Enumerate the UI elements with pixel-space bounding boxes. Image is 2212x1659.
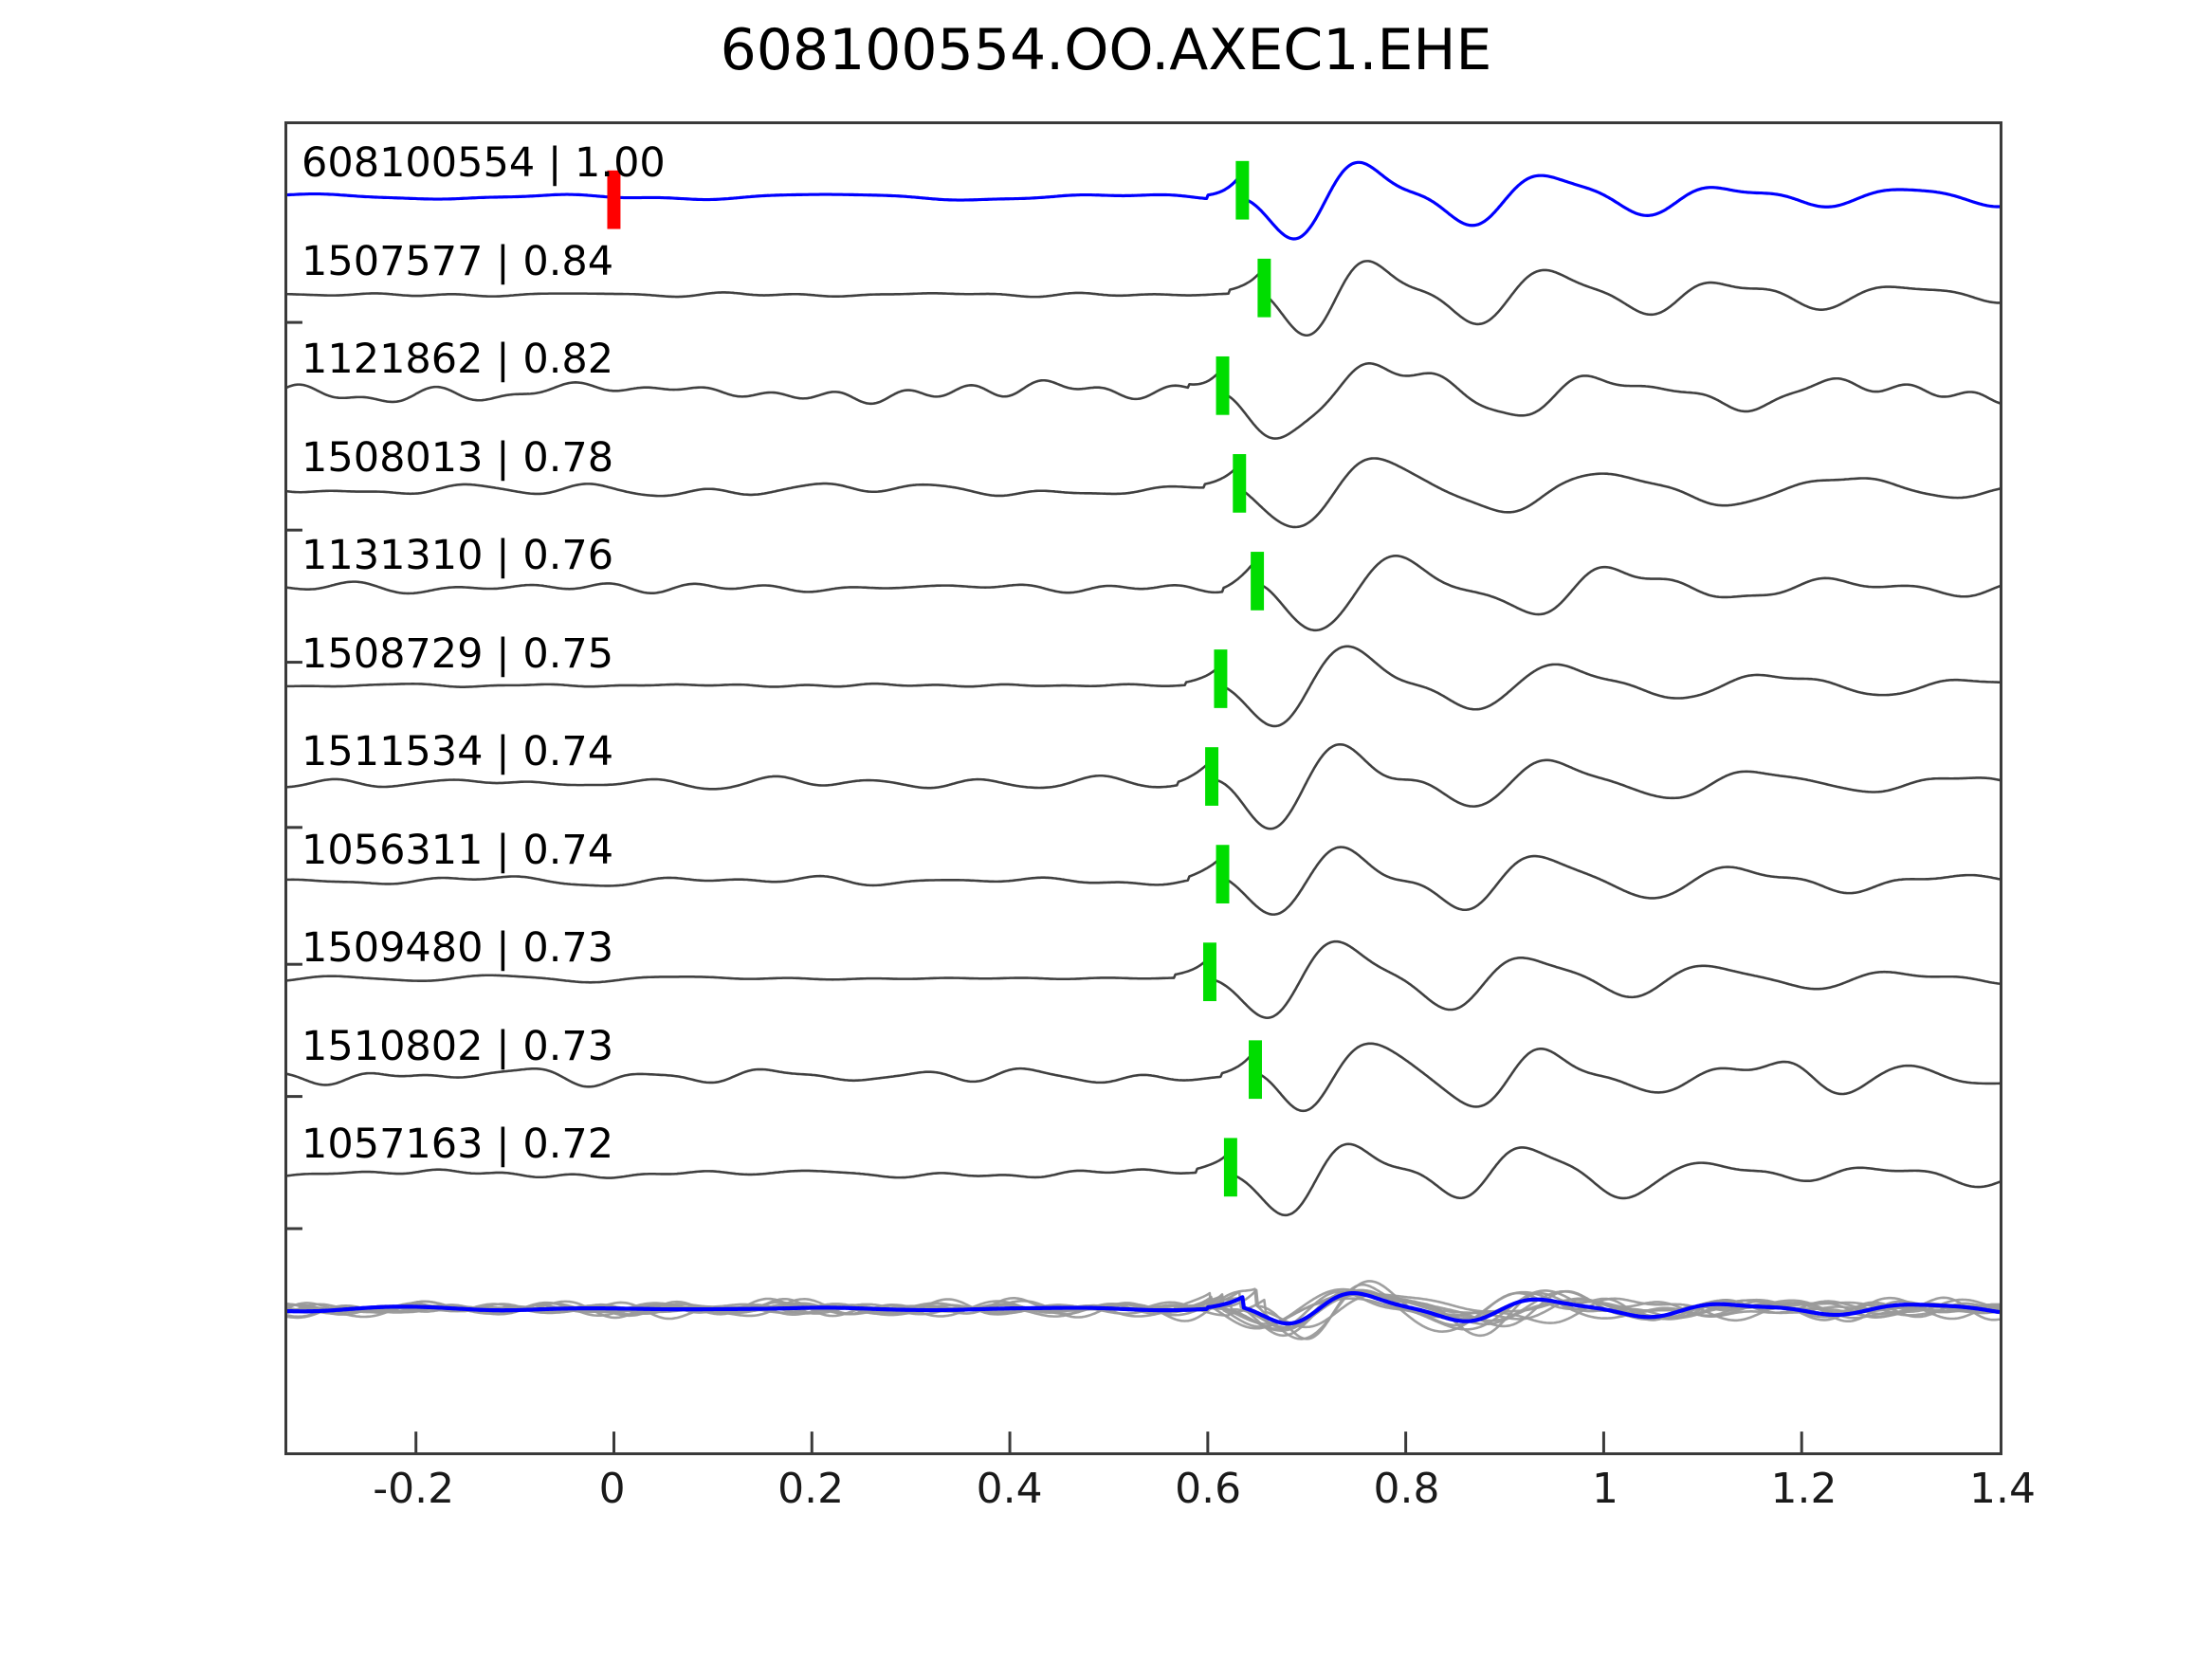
origin-time-marker <box>607 170 621 229</box>
waveform-trace <box>287 555 2000 632</box>
waveform-trace <box>287 1042 2000 1113</box>
pick-marker <box>1233 454 1247 513</box>
trace-label: 1511534 | 0.74 <box>302 728 614 775</box>
x-tick-label: 0.8 <box>1373 1465 1440 1513</box>
trace-label: 1131310 | 0.76 <box>302 532 614 579</box>
waveform-trace <box>287 457 2000 529</box>
pick-marker <box>1205 747 1219 806</box>
pick-marker <box>1214 649 1228 708</box>
x-axis-tick-labels: -0.2 0 0.2 0.4 0.6 0.8 1 1.2 1.4 <box>0 1465 2212 1540</box>
waveform-trace <box>287 645 2000 728</box>
x-tick-label: 0.6 <box>1175 1465 1242 1513</box>
pick-marker <box>1223 1138 1237 1197</box>
x-tick-label: 0.2 <box>777 1465 845 1513</box>
stack-highlight-trace <box>287 1291 2000 1326</box>
pick-marker <box>1235 160 1250 220</box>
x-tick-label: 0.4 <box>976 1465 1043 1513</box>
plot-area <box>284 121 2002 1455</box>
x-tick-label: 1.4 <box>1969 1465 2036 1513</box>
pick-marker <box>1257 258 1271 318</box>
waveform-trace <box>287 743 2000 830</box>
trace-label: 1056311 | 0.74 <box>302 826 614 874</box>
x-tick-label: -0.2 <box>373 1465 455 1513</box>
waveform-trace <box>287 846 2000 916</box>
waveform-canvas <box>287 160 2000 1452</box>
waveform-trace <box>287 362 2000 440</box>
trace-label: 1507577 | 0.84 <box>302 237 614 285</box>
trace-label: 1508013 | 0.78 <box>302 433 614 482</box>
x-tick-label: 1 <box>1592 1465 1619 1513</box>
trace-label: 1510802 | 0.73 <box>302 1022 614 1070</box>
trace-label: 608100554 | 1.00 <box>302 139 666 187</box>
waveform-trace <box>287 939 2000 1019</box>
trace-label: 1508729 | 0.75 <box>302 629 614 678</box>
waveform-trace <box>287 260 2000 337</box>
page-title: 608100554.OO.AXEC1.EHE <box>720 17 1492 83</box>
pick-marker <box>1251 552 1265 611</box>
trace-label: 1057163 | 0.72 <box>302 1121 614 1168</box>
pick-marker <box>1249 1040 1262 1100</box>
pick-marker <box>1216 845 1230 903</box>
pick-marker <box>1202 942 1216 1002</box>
x-tick-label: 1.2 <box>1770 1465 1837 1513</box>
trace-label: 1121862 | 0.82 <box>302 336 614 383</box>
waveform-trace <box>287 1142 2000 1217</box>
waveform-trace <box>287 160 2000 241</box>
pick-marker <box>1216 356 1230 415</box>
x-tick-label: 0 <box>598 1465 626 1513</box>
trace-label: 1509480 | 0.73 <box>302 924 614 972</box>
